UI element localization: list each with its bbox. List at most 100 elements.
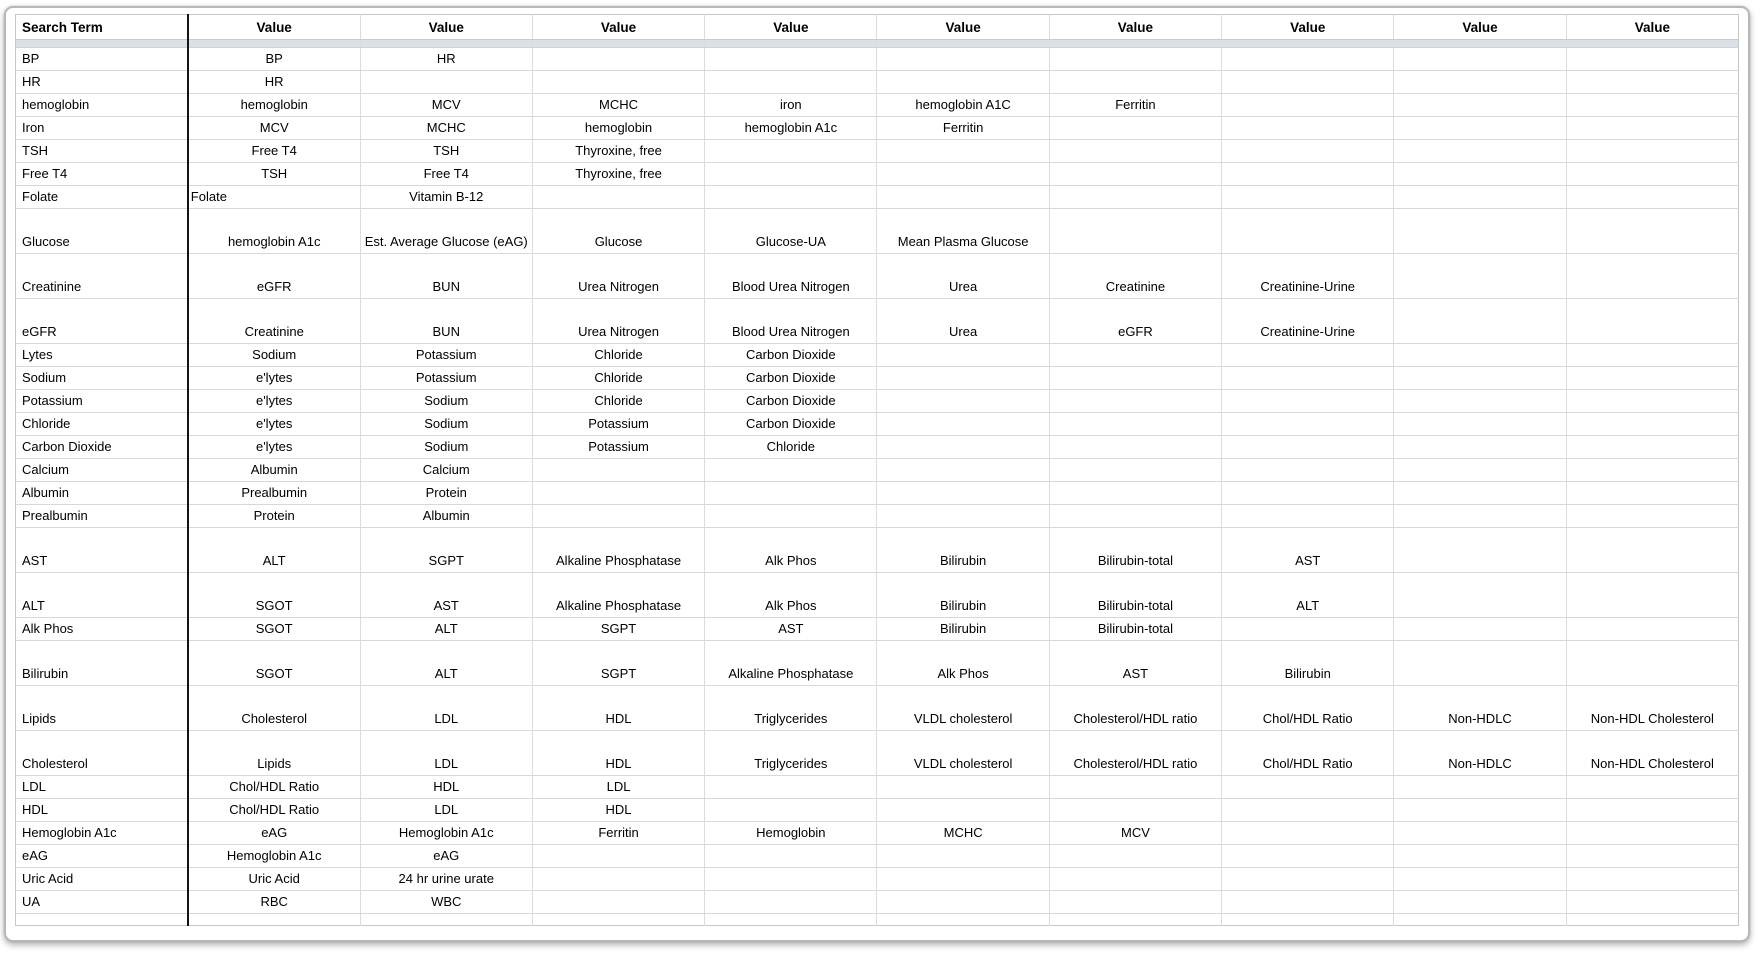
cell-value[interactable] [1221,208,1395,254]
cell-value[interactable] [532,458,706,482]
cell-value[interactable] [1566,844,1739,868]
cell-value[interactable]: Blood Urea Nitrogen [704,298,878,344]
cell-value[interactable] [1221,389,1395,413]
cell-value[interactable] [1566,389,1739,413]
cell-value[interactable]: WBC [360,890,533,914]
cell-value[interactable] [876,366,1050,390]
cell-value[interactable]: HDL [532,685,706,731]
cell-value[interactable]: MCV [187,116,361,140]
cell-value[interactable]: e'lytes [187,435,361,459]
cell-value[interactable] [1221,913,1395,926]
cell-value[interactable] [1393,527,1567,573]
cell-value[interactable] [532,913,706,926]
cell-value[interactable]: Triglycerides [704,685,878,731]
cell-value[interactable]: Est. Average Glucose (eAG) [360,208,533,254]
cell-value[interactable]: SGPT [360,527,533,573]
cell-value[interactable] [1566,775,1739,799]
cell-value[interactable]: Bilirubin-total [1049,527,1223,573]
cell-value[interactable] [704,162,878,186]
cell-value[interactable] [704,867,878,891]
cell-value[interactable] [1049,389,1223,413]
cell-value[interactable]: Bilirubin [876,572,1050,618]
cell-value[interactable] [1221,775,1395,799]
column-header-value[interactable]: Value [704,14,878,40]
cell-value[interactable]: Bilirubin [876,527,1050,573]
cell-value[interactable] [876,162,1050,186]
cell-value[interactable] [1393,890,1567,914]
cell-value[interactable]: SGPT [532,617,706,641]
cell-value[interactable]: Sodium [360,412,533,436]
cell-value[interactable] [1566,913,1739,926]
cell-value[interactable]: VLDL cholesterol [876,685,1050,731]
cell-value[interactable]: Folate [187,185,361,209]
cell-search-term[interactable]: Cholesterol [15,730,189,776]
cell-value[interactable]: TSH [360,139,533,163]
cell-value[interactable] [1049,458,1223,482]
cell-value[interactable] [1566,253,1739,299]
column-header-value[interactable]: Value [532,14,706,40]
cell-value[interactable]: Cholesterol/HDL ratio [1049,730,1223,776]
cell-value[interactable]: BUN [360,253,533,299]
cell-value[interactable]: Creatinine [187,298,361,344]
cell-value[interactable] [1393,798,1567,822]
cell-value[interactable] [1566,366,1739,390]
cell-value[interactable]: Hemoglobin A1c [187,844,361,868]
cell-value[interactable] [1393,70,1567,94]
cell-value[interactable] [704,844,878,868]
cell-value[interactable] [1393,208,1567,254]
cell-value[interactable] [1393,185,1567,209]
cell-value[interactable] [876,185,1050,209]
cell-value[interactable]: Chloride [532,343,706,367]
cell-value[interactable] [532,481,706,505]
cell-value[interactable]: HR [360,47,533,71]
cell-value[interactable] [1393,572,1567,618]
cell-value[interactable]: Non-HDLC [1393,730,1567,776]
cell-value[interactable]: ALT [1221,572,1395,618]
cell-value[interactable] [1221,821,1395,845]
cell-value[interactable]: Bilirubin [876,617,1050,641]
cell-value[interactable] [1221,343,1395,367]
cell-value[interactable]: Hemoglobin [704,821,878,845]
cell-value[interactable]: Alkaline Phosphatase [704,640,878,686]
cell-value[interactable]: Non-HDL Cholesterol [1566,685,1739,731]
cell-search-term[interactable]: TSH [15,139,189,163]
column-header-value[interactable]: Value [360,14,533,40]
cell-value[interactable] [876,890,1050,914]
cell-value[interactable] [1049,412,1223,436]
cell-value[interactable] [532,504,706,528]
cell-value[interactable]: SGOT [187,617,361,641]
cell-search-term[interactable]: AST [15,527,189,573]
cell-value[interactable] [876,798,1050,822]
cell-value[interactable] [1049,139,1223,163]
cell-value[interactable]: ALT [187,527,361,573]
cell-value[interactable] [15,913,189,926]
cell-value[interactable] [1221,70,1395,94]
cell-value[interactable] [1221,185,1395,209]
cell-value[interactable] [1393,162,1567,186]
cell-value[interactable] [704,775,878,799]
cell-value[interactable] [1221,844,1395,868]
cell-value[interactable]: MCHC [360,116,533,140]
cell-value[interactable] [1049,890,1223,914]
cell-value[interactable] [704,798,878,822]
cell-value[interactable]: Creatinine-Urine [1221,253,1395,299]
cell-value[interactable]: eGFR [1049,298,1223,344]
cell-search-term[interactable]: HDL [15,798,189,822]
cell-value[interactable] [187,913,361,926]
cell-value[interactable]: Albumin [360,504,533,528]
cell-search-term[interactable]: Hemoglobin A1c [15,821,189,845]
cell-value[interactable]: MCHC [876,821,1050,845]
cell-value[interactable] [876,913,1050,926]
cell-value[interactable]: HDL [532,730,706,776]
cell-value[interactable]: 24 hr urine urate [360,867,533,891]
cell-value[interactable]: BUN [360,298,533,344]
cell-value[interactable] [1049,47,1223,71]
column-header-value[interactable]: Value [187,14,361,40]
cell-value[interactable] [704,913,878,926]
cell-value[interactable] [1393,481,1567,505]
cell-value[interactable] [876,139,1050,163]
cell-value[interactable]: Cholesterol [187,685,361,731]
cell-value[interactable]: TSH [187,162,361,186]
cell-value[interactable] [1566,93,1739,117]
cell-value[interactable]: Carbon Dioxide [704,343,878,367]
